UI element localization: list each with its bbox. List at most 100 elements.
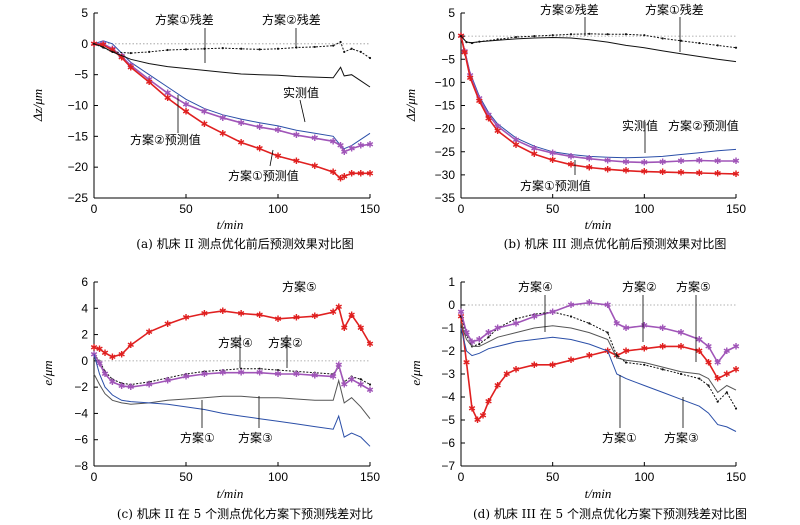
series-b-3-marker — [551, 34, 554, 37]
series-d-2-marker: ✱ — [659, 324, 667, 334]
series-a-4-marker — [276, 47, 280, 50]
x-tick-label-d: 150 — [726, 470, 746, 484]
series-c-2-marker: ✱ — [201, 370, 209, 380]
series-d-1-marker — [588, 322, 591, 325]
annotation-leader-a — [269, 149, 274, 167]
series-b-4 — [460, 35, 737, 63]
x-tick-label-a: 50 — [179, 202, 193, 216]
series-a-1-line — [94, 43, 371, 153]
series-b-2-marker: ✱ — [512, 141, 520, 151]
series-a-1-marker: ✱ — [337, 142, 345, 152]
series-b-3-marker — [734, 46, 738, 49]
y-tick-label-d: −7 — [441, 459, 455, 473]
y-tick-label-a: −20 — [68, 160, 89, 174]
series-b-1-marker: ✱ — [512, 136, 520, 146]
series-d-2-marker: ✱ — [641, 322, 649, 332]
series-a-4-marker — [111, 50, 114, 53]
y-tick-label-b: −10 — [435, 75, 456, 89]
series-c-2-line — [93, 353, 371, 391]
series-d-0-marker: ✱ — [549, 361, 557, 371]
series-c-0-marker: ✱ — [357, 324, 365, 334]
x-tick-label-d: 50 — [546, 470, 560, 484]
series-d-1-marker — [487, 336, 490, 339]
series-b-2-marker: ✱ — [466, 74, 474, 84]
series-c-0-marker: ✱ — [366, 340, 374, 350]
series-c-2-marker: ✱ — [329, 373, 337, 383]
y-tick-label-b: −25 — [435, 145, 456, 159]
ylabel-b: Δz/μm — [403, 89, 418, 122]
x-tick-label-c: 0 — [91, 470, 98, 484]
series-a-4 — [92, 40, 372, 60]
series-a-1-marker: ✱ — [164, 89, 172, 99]
series-b-2-marker: ✱ — [531, 150, 539, 160]
y-tick-label-d: 0 — [448, 298, 455, 312]
series-c-1-marker — [295, 370, 298, 373]
series-d-2-marker: ✱ — [714, 359, 722, 369]
series-c-1-marker — [313, 371, 316, 374]
series-a-1-marker: ✱ — [219, 114, 227, 124]
series-d-0-marker: ✱ — [586, 352, 594, 362]
caption-b: (b) 机床 III 测点优化前后预测效果对比图 — [504, 236, 727, 251]
series-a-4-marker — [240, 47, 243, 50]
series-d-2-marker: ✱ — [613, 319, 621, 329]
series-c-2-marker: ✱ — [118, 382, 126, 392]
series-a-2-marker: ✱ — [164, 94, 172, 104]
series-a-4-marker — [350, 47, 353, 50]
series-c-1-marker — [240, 367, 243, 370]
x-tick-label-b: 150 — [726, 202, 746, 216]
series-a-4-marker — [313, 45, 316, 49]
series-d-1-marker — [569, 315, 573, 318]
series-a-4-marker — [343, 50, 346, 53]
series-a-2-marker: ✱ — [99, 41, 107, 51]
series-a-2-marker: ✱ — [145, 78, 153, 88]
annotation-c-scheme4: 方案④ — [218, 335, 253, 350]
y-tick-label-a: 5 — [81, 6, 88, 20]
series-b-1-marker: ✱ — [531, 145, 539, 155]
x-tick-label-c: 50 — [179, 470, 193, 484]
y-tick-label-b: 0 — [448, 29, 455, 43]
series-d-2-marker: ✱ — [622, 324, 630, 334]
series-c-0-marker: ✱ — [90, 344, 98, 354]
series-c-2-marker: ✱ — [145, 381, 153, 391]
y-tick-label-a: −10 — [68, 99, 89, 113]
series-a-4-marker — [332, 44, 335, 47]
panel-b: (b) 机床 III 测点优化前后预测效果对比图 t/min Δz/μm 方案②… — [403, 2, 746, 251]
y-tick-label-b: 5 — [448, 6, 455, 20]
y-tick-label-d: −3 — [441, 367, 455, 381]
series-d-2: ✱✱✱ ✱✱ ✱ ✱✱ ✱✱ ✱ ✱✱ ✱ ✱ ✱ ✱✱✱✱✱ ✱ — [457, 299, 740, 369]
series-c-0-marker: ✱ — [118, 350, 126, 360]
ylabel-c: e/μm — [40, 360, 55, 385]
series-c-1-marker — [203, 370, 206, 373]
series-b-3-marker — [569, 33, 573, 36]
annotation-b-scheme1-pred: 方案①预测值 — [520, 178, 591, 193]
series-a-1-marker: ✱ — [348, 145, 356, 155]
series-d-0-marker: ✱ — [463, 359, 471, 369]
series-c-0-marker: ✱ — [329, 308, 337, 318]
series-d-1-marker — [661, 368, 664, 371]
series-b-2-marker: ✱ — [677, 169, 685, 179]
series-b-2-line — [460, 35, 737, 175]
series-b-1-marker: ✱ — [659, 158, 667, 168]
series-d-0-marker: ✱ — [659, 342, 667, 352]
series-d-0-marker: ✱ — [503, 370, 511, 380]
series-d-0-marker: ✱ — [485, 398, 493, 408]
series-a-1-marker: ✱ — [182, 100, 190, 110]
series-d-0-marker: ✱ — [494, 382, 502, 392]
y-tick-label-c: 6 — [81, 275, 88, 289]
series-d-1-line — [460, 311, 737, 409]
x-tick-label-c: 150 — [360, 470, 380, 484]
series-a-4-marker — [258, 48, 261, 51]
series-d-2-marker: ✱ — [463, 329, 471, 339]
caption-a: (a) 机床 II 测点优化前后预测效果对比图 — [136, 236, 353, 251]
series-c-2-marker: ✱ — [357, 381, 365, 391]
series-a-3 — [93, 43, 371, 88]
annotation-d-scheme5: 方案⑤ — [676, 279, 711, 294]
series-b-3-marker — [661, 37, 664, 40]
series-d-4-line — [460, 327, 737, 432]
series-d-1-marker — [707, 384, 710, 387]
series-d-0-marker: ✱ — [512, 365, 520, 375]
y-tick-label-b: −30 — [435, 168, 456, 182]
series-d-1-marker — [514, 317, 518, 320]
y-tick-label-c: −8 — [74, 459, 88, 473]
